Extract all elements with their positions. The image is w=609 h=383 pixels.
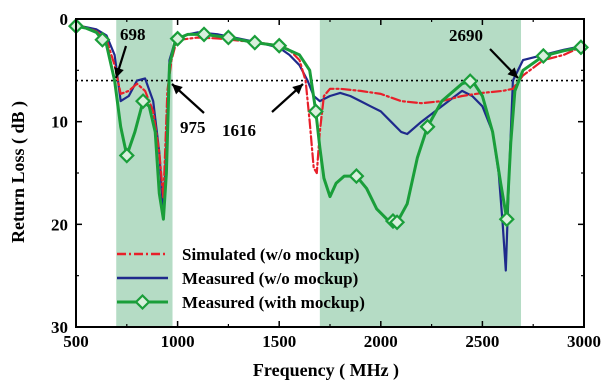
diamond-marker-2 xyxy=(94,31,111,48)
annotation-arrowhead-698 xyxy=(114,66,124,78)
diamond-marker-16 xyxy=(498,211,515,228)
annotation-label-698: 698 xyxy=(120,25,146,44)
diamond-marker-9 xyxy=(271,37,288,54)
diamond-marker-10 xyxy=(307,103,324,120)
annotation-label-1616: 1616 xyxy=(222,121,256,140)
frequency-bands xyxy=(116,19,522,327)
diamond-marker-11 xyxy=(348,168,365,185)
diamond-marker-4 xyxy=(135,93,152,110)
y-tick-label-20: 20 xyxy=(51,215,68,234)
x-tick-label-2500: 2500 xyxy=(465,332,499,351)
annotation-arrowhead-2690 xyxy=(507,67,518,78)
x-tick-label-1000: 1000 xyxy=(161,332,195,351)
axis-ticks: 500 1000 1500 2000 2500 3000 0 10 20 30 xyxy=(51,10,601,351)
annotation-arrowhead-975 xyxy=(172,84,183,95)
diamond-marker-6 xyxy=(195,26,213,43)
x-tick-label-2000: 2000 xyxy=(364,332,398,351)
y-tick-label-10: 10 xyxy=(51,113,68,132)
diamond-marker-14 xyxy=(419,118,436,135)
legend-measured-with-mockup-marker xyxy=(134,293,151,311)
x-axis-title: Frequency ( MHz ) xyxy=(253,360,399,381)
y-tick-label-0: 0 xyxy=(60,10,69,29)
diamond-marker-3 xyxy=(118,147,135,164)
annotation-label-975: 975 xyxy=(180,118,206,137)
legend-measured-without-mockup-label: Measured (w/o mockup) xyxy=(182,269,358,288)
legend-measured-with-mockup-label: Measured (with mockup) xyxy=(182,293,365,312)
x-tick-label-500: 500 xyxy=(63,332,89,351)
highlight-band-1 xyxy=(116,19,173,327)
diamond-marker-15 xyxy=(462,73,479,90)
diamond-marker-8 xyxy=(246,34,263,51)
legend: Simulated (w/o mockup) Measured (w/o mock… xyxy=(117,245,365,312)
simulated-line xyxy=(74,23,586,200)
diamond-marker-7 xyxy=(220,29,237,46)
y-tick-label-30: 30 xyxy=(51,318,68,337)
annotation-arrowhead-1616 xyxy=(292,84,303,95)
legend-simulated-label: Simulated (w/o mockup) xyxy=(182,245,360,264)
x-tick-label-3000: 3000 xyxy=(567,332,601,351)
annotations: 698 975 1616 2690 xyxy=(114,25,519,140)
x-tick-label-1500: 1500 xyxy=(262,332,296,351)
annotation-label-2690: 2690 xyxy=(449,26,483,45)
diamond-marker-13 xyxy=(389,214,406,231)
diamond-marker-18 xyxy=(572,39,590,56)
diamond-marker-5 xyxy=(169,30,186,47)
diamond-marker-17 xyxy=(535,47,552,65)
y-axis-title: Return Loss ( dB ) xyxy=(8,101,29,243)
